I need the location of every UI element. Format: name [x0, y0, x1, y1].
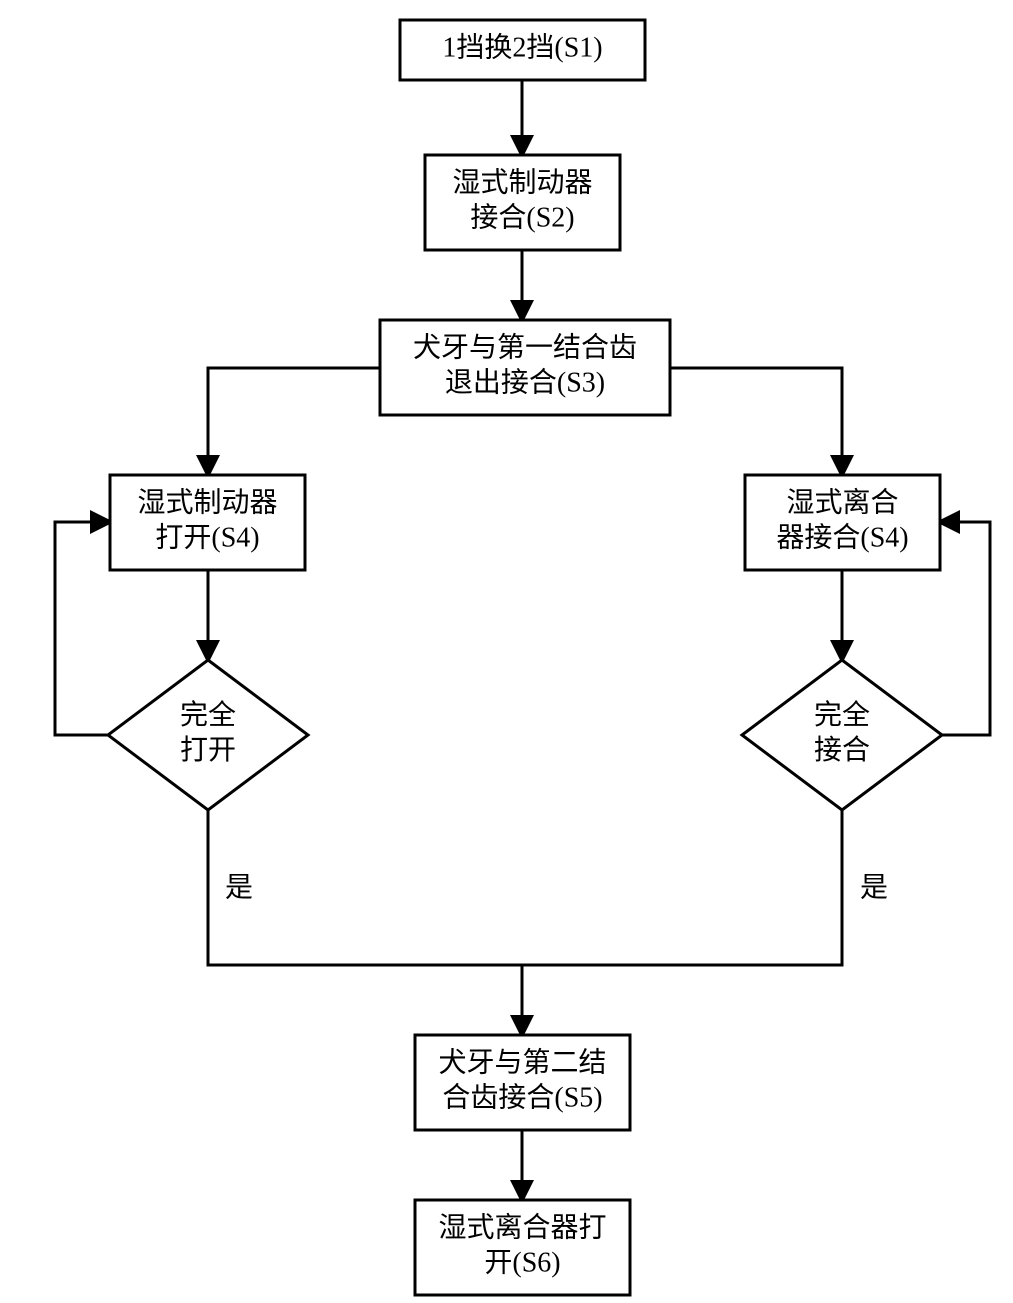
node-s4L: 湿式制动器打开(S4) [110, 475, 305, 570]
node-dR-line-0: 完全 [814, 699, 870, 731]
edge-mR [522, 810, 842, 965]
node-s6-line-1: 开(S6) [484, 1247, 560, 1278]
label-yesR: 是 [860, 872, 888, 903]
node-s1: 1挡换2挡(S1) [400, 20, 645, 80]
node-s4R-line-1: 器接合(S4) [776, 521, 908, 553]
node-dL: 完全打开 [108, 660, 308, 810]
node-s3: 犬牙与第一结合齿退出接合(S3) [380, 320, 670, 415]
node-s5-line-1: 合齿接合(S5) [442, 1081, 602, 1113]
node-dR: 完全接合 [742, 660, 942, 810]
node-s4L-line-1: 打开(S4) [155, 521, 259, 553]
edge-fbR [940, 522, 990, 735]
edge-fbL [55, 522, 110, 735]
node-s4R-line-0: 湿式离合 [786, 486, 898, 518]
node-s5: 犬牙与第二结合齿接合(S5) [415, 1035, 630, 1130]
node-s1-line-0: 1挡换2挡(S1) [442, 31, 602, 63]
node-s3-line-1: 退出接合(S3) [445, 366, 605, 398]
node-s5-line-0: 犬牙与第二结 [438, 1046, 606, 1078]
node-s6-line-0: 湿式离合器打 [438, 1211, 606, 1243]
node-s4R: 湿式离合器接合(S4) [745, 475, 940, 570]
node-s4L-line-0: 湿式制动器 [137, 486, 277, 518]
label-yesL: 是 [225, 872, 253, 903]
node-s3-line-0: 犬牙与第一结合齿 [413, 331, 637, 363]
node-s2: 湿式制动器接合(S2) [425, 155, 620, 250]
node-dR-line-1: 接合 [814, 734, 870, 766]
node-s2-line-0: 湿式制动器 [452, 166, 592, 198]
node-dL-line-1: 打开 [180, 734, 236, 766]
node-s6: 湿式离合器打开(S6) [415, 1200, 630, 1295]
node-dL-line-0: 完全 [180, 699, 236, 731]
edge-e3L [208, 368, 380, 475]
edge-mL [208, 810, 522, 965]
node-s2-line-1: 接合(S2) [470, 201, 574, 233]
edge-e3R [670, 368, 842, 475]
